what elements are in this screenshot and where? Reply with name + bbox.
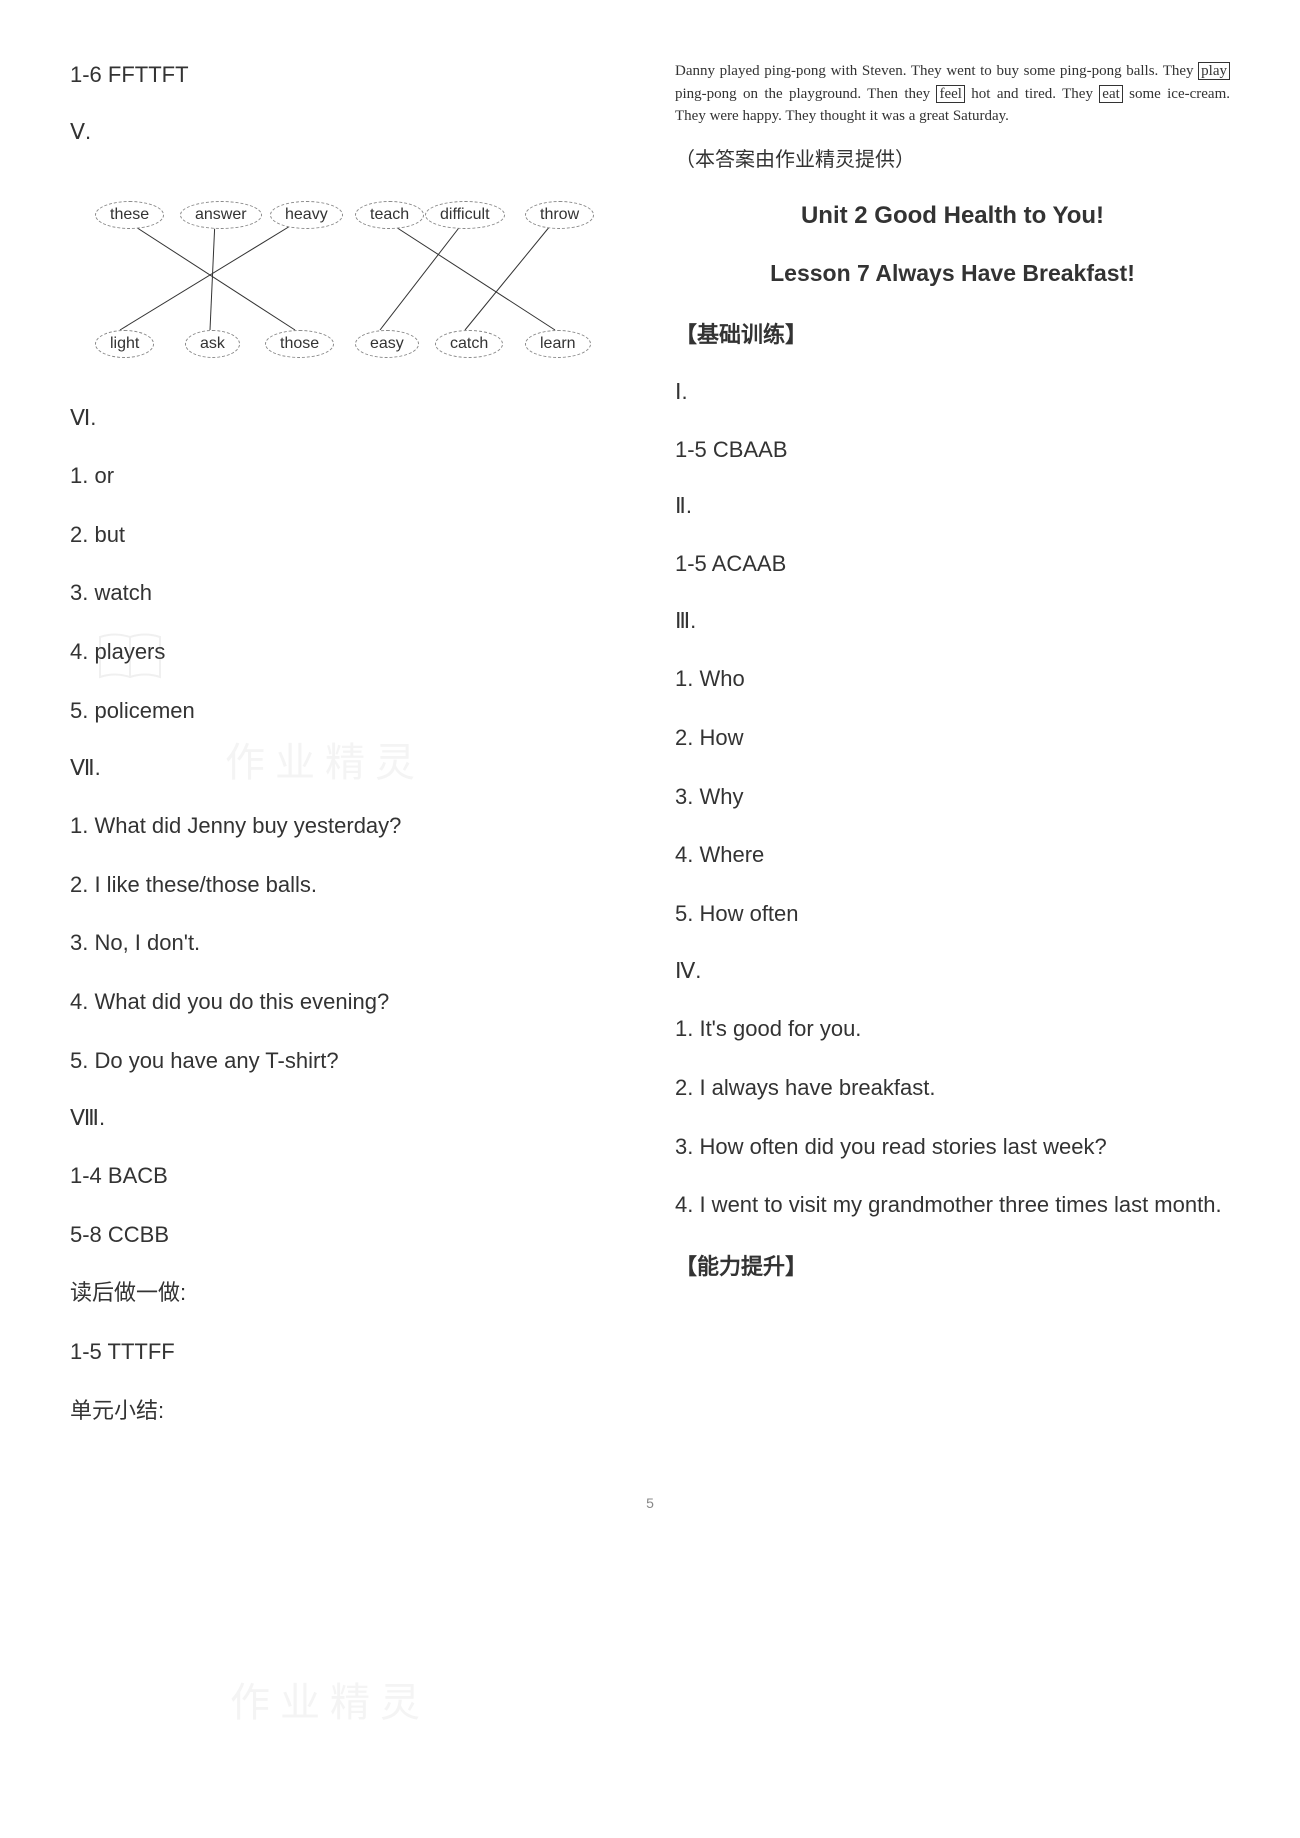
roman-1: Ⅰ.: [675, 379, 1230, 405]
answer-item: 1-5 TTTFF: [70, 1337, 625, 1368]
word-oval: those: [265, 330, 334, 358]
answer-item: 2. How: [675, 723, 1230, 754]
matching-diagram: these answer heavy teach difficult throw…: [70, 175, 625, 375]
watermark: 作 业 精 灵: [230, 1670, 420, 1728]
word-oval: ask: [185, 330, 240, 358]
answer-item: 1. or: [70, 461, 625, 492]
credit-line: （本答案由作业精灵提供）: [675, 143, 1230, 172]
word-oval: heavy: [270, 201, 343, 229]
answer-item: 1-5 ACAAB: [675, 549, 1230, 580]
roman-7: Ⅶ.: [70, 755, 625, 781]
answer-line: 1-6 FFTTFT: [70, 60, 625, 91]
answer-item: 5. policemen: [70, 696, 625, 727]
answer-item: 1. It's good for you.: [675, 1014, 1230, 1045]
word-oval: learn: [525, 330, 591, 358]
roman-6: Ⅵ.: [70, 405, 625, 431]
answer-item: 2. I always have breakfast.: [675, 1073, 1230, 1104]
boxed-word: play: [1198, 62, 1230, 80]
answer-item: 3. How often did you read stories last w…: [675, 1132, 1230, 1163]
answer-item: 5-8 CCBB: [70, 1220, 625, 1251]
word-oval: throw: [525, 201, 594, 229]
word-oval: light: [95, 330, 154, 358]
word-oval: these: [95, 201, 164, 229]
after-reading-label: 读后做一做:: [70, 1278, 625, 1309]
lesson-title: Lesson 7 Always Have Breakfast!: [675, 260, 1230, 287]
roman-3: Ⅲ.: [675, 608, 1230, 634]
boxed-word: eat: [1099, 85, 1122, 103]
answer-item: 5. Do you have any T-shirt?: [70, 1046, 625, 1077]
word-oval: difficult: [425, 201, 505, 229]
roman-4: Ⅳ.: [675, 958, 1230, 984]
word-oval: answer: [180, 201, 262, 229]
answer-item: 3. watch: [70, 578, 625, 609]
answer-item: 2. but: [70, 520, 625, 551]
unit-title: Unit 2 Good Health to You!: [675, 202, 1230, 230]
section-basic-training: 【基础训练】: [675, 317, 1230, 349]
roman-2: Ⅱ.: [675, 493, 1230, 519]
boxed-word: feel: [936, 85, 964, 103]
paragraph-with-boxes: Danny played ping-pong with Steven. They…: [675, 60, 1230, 128]
answer-item: 4. Where: [675, 840, 1230, 871]
answer-item: 4. What did you do this evening?: [70, 987, 625, 1018]
word-oval: catch: [435, 330, 503, 358]
page-number: 5: [0, 1495, 1300, 1531]
roman-5: Ⅴ.: [70, 119, 625, 145]
word-oval: easy: [355, 330, 419, 358]
answer-item: 3. Why: [675, 782, 1230, 813]
answer-item: 2. I like these/those balls.: [70, 870, 625, 901]
word-oval: teach: [355, 201, 424, 229]
answer-item: 4. I went to visit my grandmother three …: [675, 1190, 1230, 1221]
answer-item: 5. How often: [675, 899, 1230, 930]
roman-8: Ⅷ.: [70, 1105, 625, 1131]
section-ability: 【能力提升】: [675, 1249, 1230, 1281]
answer-item: 3. No, I don't.: [70, 928, 625, 959]
answer-item: 1-5 CBAAB: [675, 435, 1230, 466]
answer-item: 4. players: [70, 637, 625, 668]
answer-item: 1. What did Jenny buy yesterday?: [70, 811, 625, 842]
answer-item: 1. Who: [675, 664, 1230, 695]
unit-summary-label: 单元小结:: [70, 1396, 625, 1427]
answer-item: 1-4 BACB: [70, 1161, 625, 1192]
